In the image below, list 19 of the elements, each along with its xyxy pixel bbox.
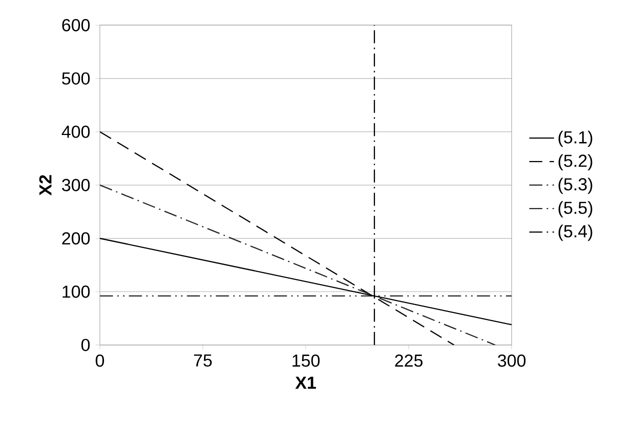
y-tick-label: 400 bbox=[62, 126, 90, 138]
x-tick-label: 75 bbox=[194, 354, 212, 367]
legend-label: (5.1) bbox=[558, 130, 592, 147]
x-tick-label: 0 bbox=[96, 354, 104, 367]
x-tick-label: 225 bbox=[395, 354, 423, 367]
legend-label: (5.3) bbox=[558, 178, 592, 194]
y-tick-label: 200 bbox=[62, 232, 90, 245]
y-tick-label: 0 bbox=[81, 338, 90, 352]
y-tick-label: 100 bbox=[62, 286, 90, 298]
y-tick-label: 500 bbox=[62, 72, 90, 85]
x-axis-title: X1 bbox=[295, 376, 316, 389]
legend-label: (5.4) bbox=[558, 224, 592, 241]
legend-label: (5.5) bbox=[558, 201, 592, 218]
y-tick-label: 600 bbox=[62, 19, 90, 32]
legend-label: (5.2) bbox=[558, 154, 592, 170]
x-tick-label: 300 bbox=[498, 354, 526, 367]
x-tick-label: 150 bbox=[292, 354, 320, 367]
y-tick-label: 300 bbox=[62, 178, 90, 192]
y-axis-title: X2 bbox=[39, 175, 52, 196]
